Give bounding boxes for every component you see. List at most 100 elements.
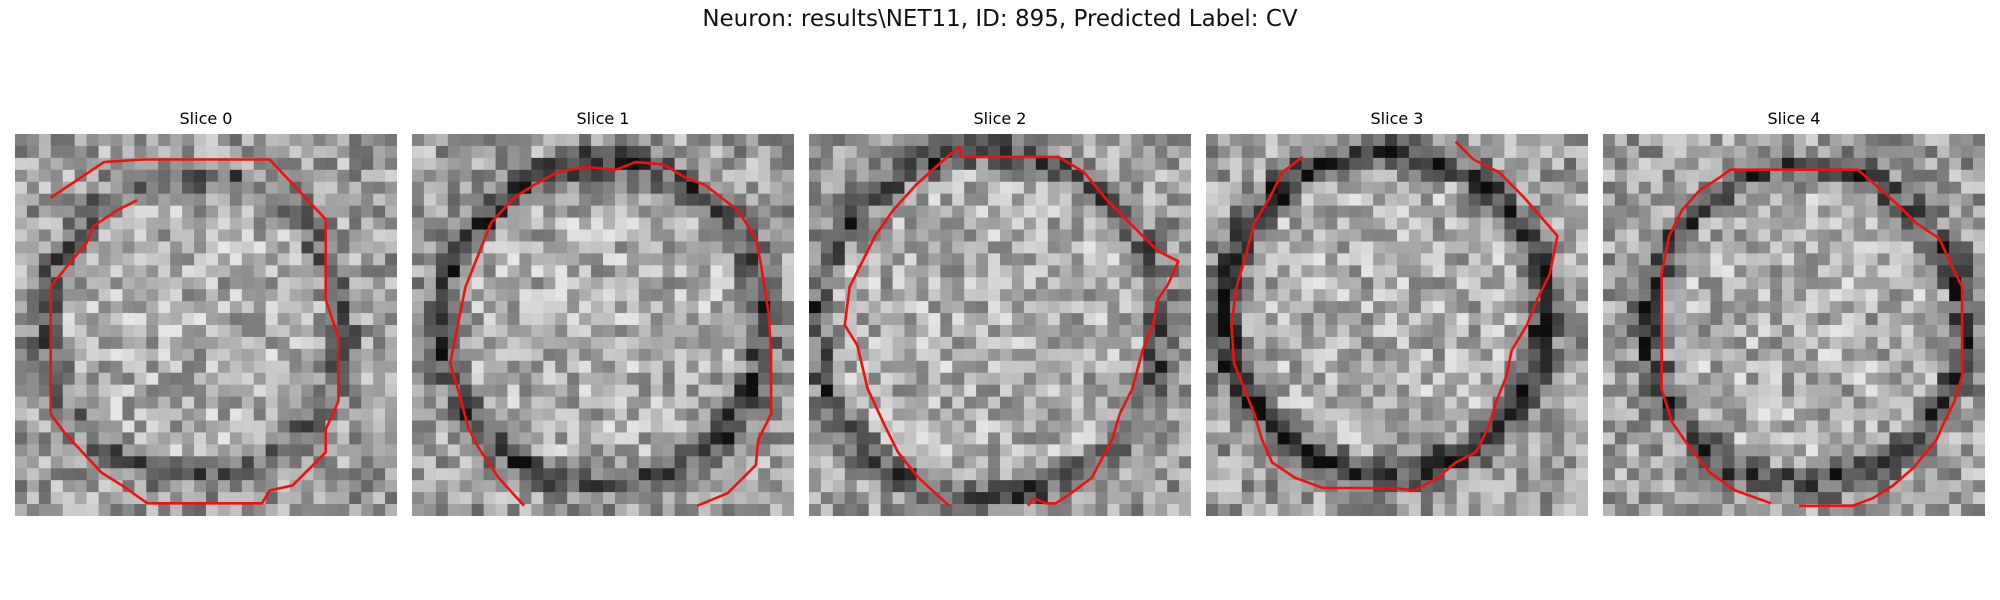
pixel [916, 169, 929, 183]
pixel [1662, 360, 1676, 374]
pixel [1746, 193, 1759, 207]
pixel [1167, 504, 1180, 516]
pixel [734, 301, 747, 314]
pixel [62, 265, 76, 278]
pixel [301, 241, 314, 254]
pixel [217, 408, 231, 421]
pixel [880, 492, 893, 505]
pixel [722, 134, 735, 147]
pixel [74, 157, 88, 171]
pixel [1155, 492, 1168, 505]
pixel [1468, 134, 1481, 147]
pixel [507, 456, 520, 469]
pixel [1865, 193, 1878, 207]
pixel [1722, 420, 1735, 433]
pixel [952, 193, 965, 207]
pixel [194, 432, 207, 445]
pixel [519, 325, 532, 338]
pixel [1794, 325, 1807, 338]
pixel [1119, 372, 1132, 386]
pixel [50, 504, 64, 516]
pixel [50, 134, 64, 147]
pixel [15, 157, 28, 171]
pixel [134, 456, 147, 469]
pixel [337, 301, 350, 314]
pixel [1576, 396, 1588, 409]
pixel [916, 313, 929, 326]
pixel [1805, 217, 1819, 230]
pixel [782, 217, 794, 230]
pixel [1095, 408, 1108, 421]
pixel [423, 504, 437, 516]
pixel [361, 480, 374, 493]
pixel [1662, 301, 1676, 314]
pixel [277, 193, 290, 207]
pixel [1000, 253, 1013, 266]
pixel [880, 289, 893, 302]
pixel [1095, 360, 1108, 374]
pixel [1420, 420, 1434, 433]
pixel [591, 313, 604, 326]
pixel [1794, 372, 1807, 386]
pixel [1325, 217, 1338, 230]
pixel [435, 480, 449, 493]
pixel [423, 241, 437, 254]
pixel [1925, 336, 1938, 350]
pixel [1289, 313, 1302, 326]
pixel [38, 468, 52, 481]
pixel [1961, 444, 1974, 457]
pixel [495, 384, 508, 398]
pixel [809, 372, 822, 386]
pixel [710, 480, 723, 493]
pixel [1528, 504, 1541, 516]
pixel [591, 468, 604, 481]
pixel [1468, 348, 1481, 362]
pixel [1337, 372, 1350, 386]
pixel [361, 145, 374, 159]
pixel [1973, 181, 1985, 195]
pixel [385, 301, 397, 314]
pixel [1071, 253, 1084, 266]
pixel [217, 157, 231, 171]
pixel [253, 396, 267, 409]
pixel [26, 444, 40, 457]
pixel [1444, 289, 1458, 302]
pixel [782, 432, 794, 445]
pixel [1071, 384, 1084, 398]
pixel [50, 277, 64, 290]
pixel [277, 229, 290, 242]
pixel [746, 169, 759, 183]
pixel [412, 181, 425, 195]
pixel [662, 301, 676, 314]
slice-title: Slice 1 [576, 109, 630, 128]
pixel [1313, 444, 1326, 457]
pixel [832, 336, 846, 350]
pixel [1000, 229, 1013, 242]
pixel [650, 444, 664, 457]
pixel [361, 492, 374, 505]
pixel [519, 456, 532, 469]
pixel [1167, 229, 1180, 242]
pixel [746, 265, 759, 278]
pixel [988, 134, 1001, 147]
pixel [373, 241, 386, 254]
pixel [1011, 336, 1025, 350]
pixel [50, 420, 64, 433]
pixel [265, 169, 279, 183]
pixel [194, 134, 207, 147]
pixel [1301, 408, 1314, 421]
pixel [1480, 265, 1493, 278]
pixel [832, 265, 846, 278]
pixel [868, 253, 882, 266]
pixel [1674, 289, 1687, 302]
pixel [674, 265, 687, 278]
pixel [1540, 241, 1553, 254]
pixel [892, 289, 905, 302]
pixel [844, 492, 858, 505]
pixel [110, 396, 123, 409]
pixel [1564, 241, 1577, 254]
pixel [1853, 396, 1867, 409]
pixel [1337, 408, 1350, 421]
pixel [1877, 336, 1890, 350]
pixel [435, 468, 449, 481]
